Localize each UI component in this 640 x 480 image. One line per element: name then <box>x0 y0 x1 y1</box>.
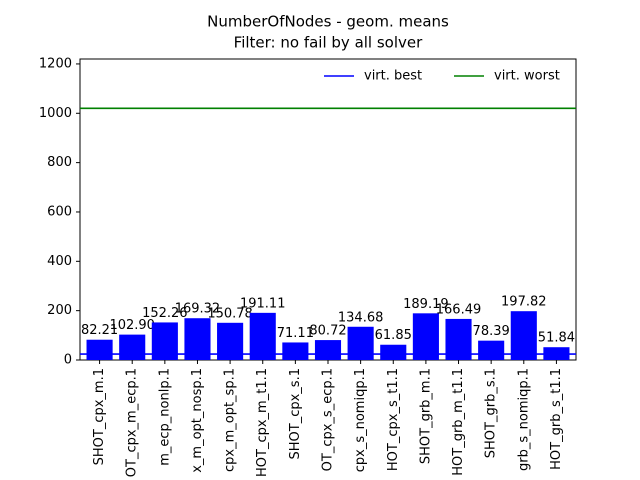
x-tick-label: x_m_opt_nosp.1 <box>190 368 205 473</box>
x-tick-label: HOT_grb_s_t1.1 <box>549 368 564 470</box>
x-tick-label: SHOT_grb_m.1 <box>418 368 433 464</box>
value-label: 169.32 <box>175 302 221 317</box>
y-tick-label: 400 <box>47 254 72 269</box>
x-tick-label: HOT_cpx_m_t1.1 <box>255 368 270 477</box>
bar <box>282 342 309 360</box>
bar <box>445 318 472 360</box>
value-label: 51.84 <box>538 331 575 346</box>
bar <box>380 344 407 360</box>
value-label: 152.26 <box>142 306 188 321</box>
y-tick-label: 200 <box>47 303 72 318</box>
x-tick-label: OT_cpx_m_ecp.1 <box>125 368 140 477</box>
legend-label: virt. best <box>364 69 422 84</box>
value-label: 189.19 <box>403 297 449 312</box>
y-tick-label: 800 <box>47 155 72 170</box>
value-label: 102.90 <box>109 318 155 333</box>
y-tick-label: 1200 <box>39 56 72 71</box>
value-label: 61.85 <box>375 328 412 343</box>
x-tick-label: SHOT_cpx_s.1 <box>288 368 303 459</box>
x-tick-label: grb_s_nomiqp.1 <box>516 368 531 471</box>
bar <box>184 318 211 360</box>
bar <box>314 340 342 360</box>
bar <box>86 339 113 360</box>
x-tick-label: HOT_grb_m_t1.1 <box>451 368 466 476</box>
bar <box>119 334 146 360</box>
bar <box>412 313 439 360</box>
value-label: 150.78 <box>207 306 253 321</box>
value-label: 80.72 <box>309 324 346 339</box>
x-tick-label: HOT_cpx_s_t1.1 <box>386 368 401 471</box>
value-label: 166.49 <box>436 302 482 317</box>
value-label: 191.11 <box>240 296 286 311</box>
value-label: 71.11 <box>277 326 314 341</box>
bar <box>249 312 276 360</box>
y-tick-label: 0 <box>64 353 72 368</box>
y-tick-label: 600 <box>47 204 72 219</box>
value-label: 134.68 <box>338 310 384 325</box>
chart-title: NumberOfNodes - geom. means <box>207 13 449 31</box>
value-label: 82.21 <box>81 323 118 338</box>
x-tick-label: m_ecp_nonlp.1 <box>157 368 172 466</box>
y-tick-label: 1000 <box>39 106 72 121</box>
x-tick-label: SHOT_grb_s.1 <box>484 368 499 458</box>
value-label: 197.82 <box>501 295 547 310</box>
bar <box>347 326 374 360</box>
x-tick-label: OT_cpx_s_ecp.1 <box>321 368 336 471</box>
x-tick-label: cpx_m_opt_sp.1 <box>223 368 238 472</box>
chart-subtitle: Filter: no fail by all solver <box>234 34 423 52</box>
legend-label: virt. worst <box>494 69 560 84</box>
value-label: 78.39 <box>473 324 510 339</box>
bar <box>478 340 505 360</box>
x-tick-label: SHOT_cpx_m.1 <box>92 368 107 465</box>
bar <box>510 311 537 360</box>
x-tick-label: cpx_s_nomiqp.1 <box>353 368 368 472</box>
